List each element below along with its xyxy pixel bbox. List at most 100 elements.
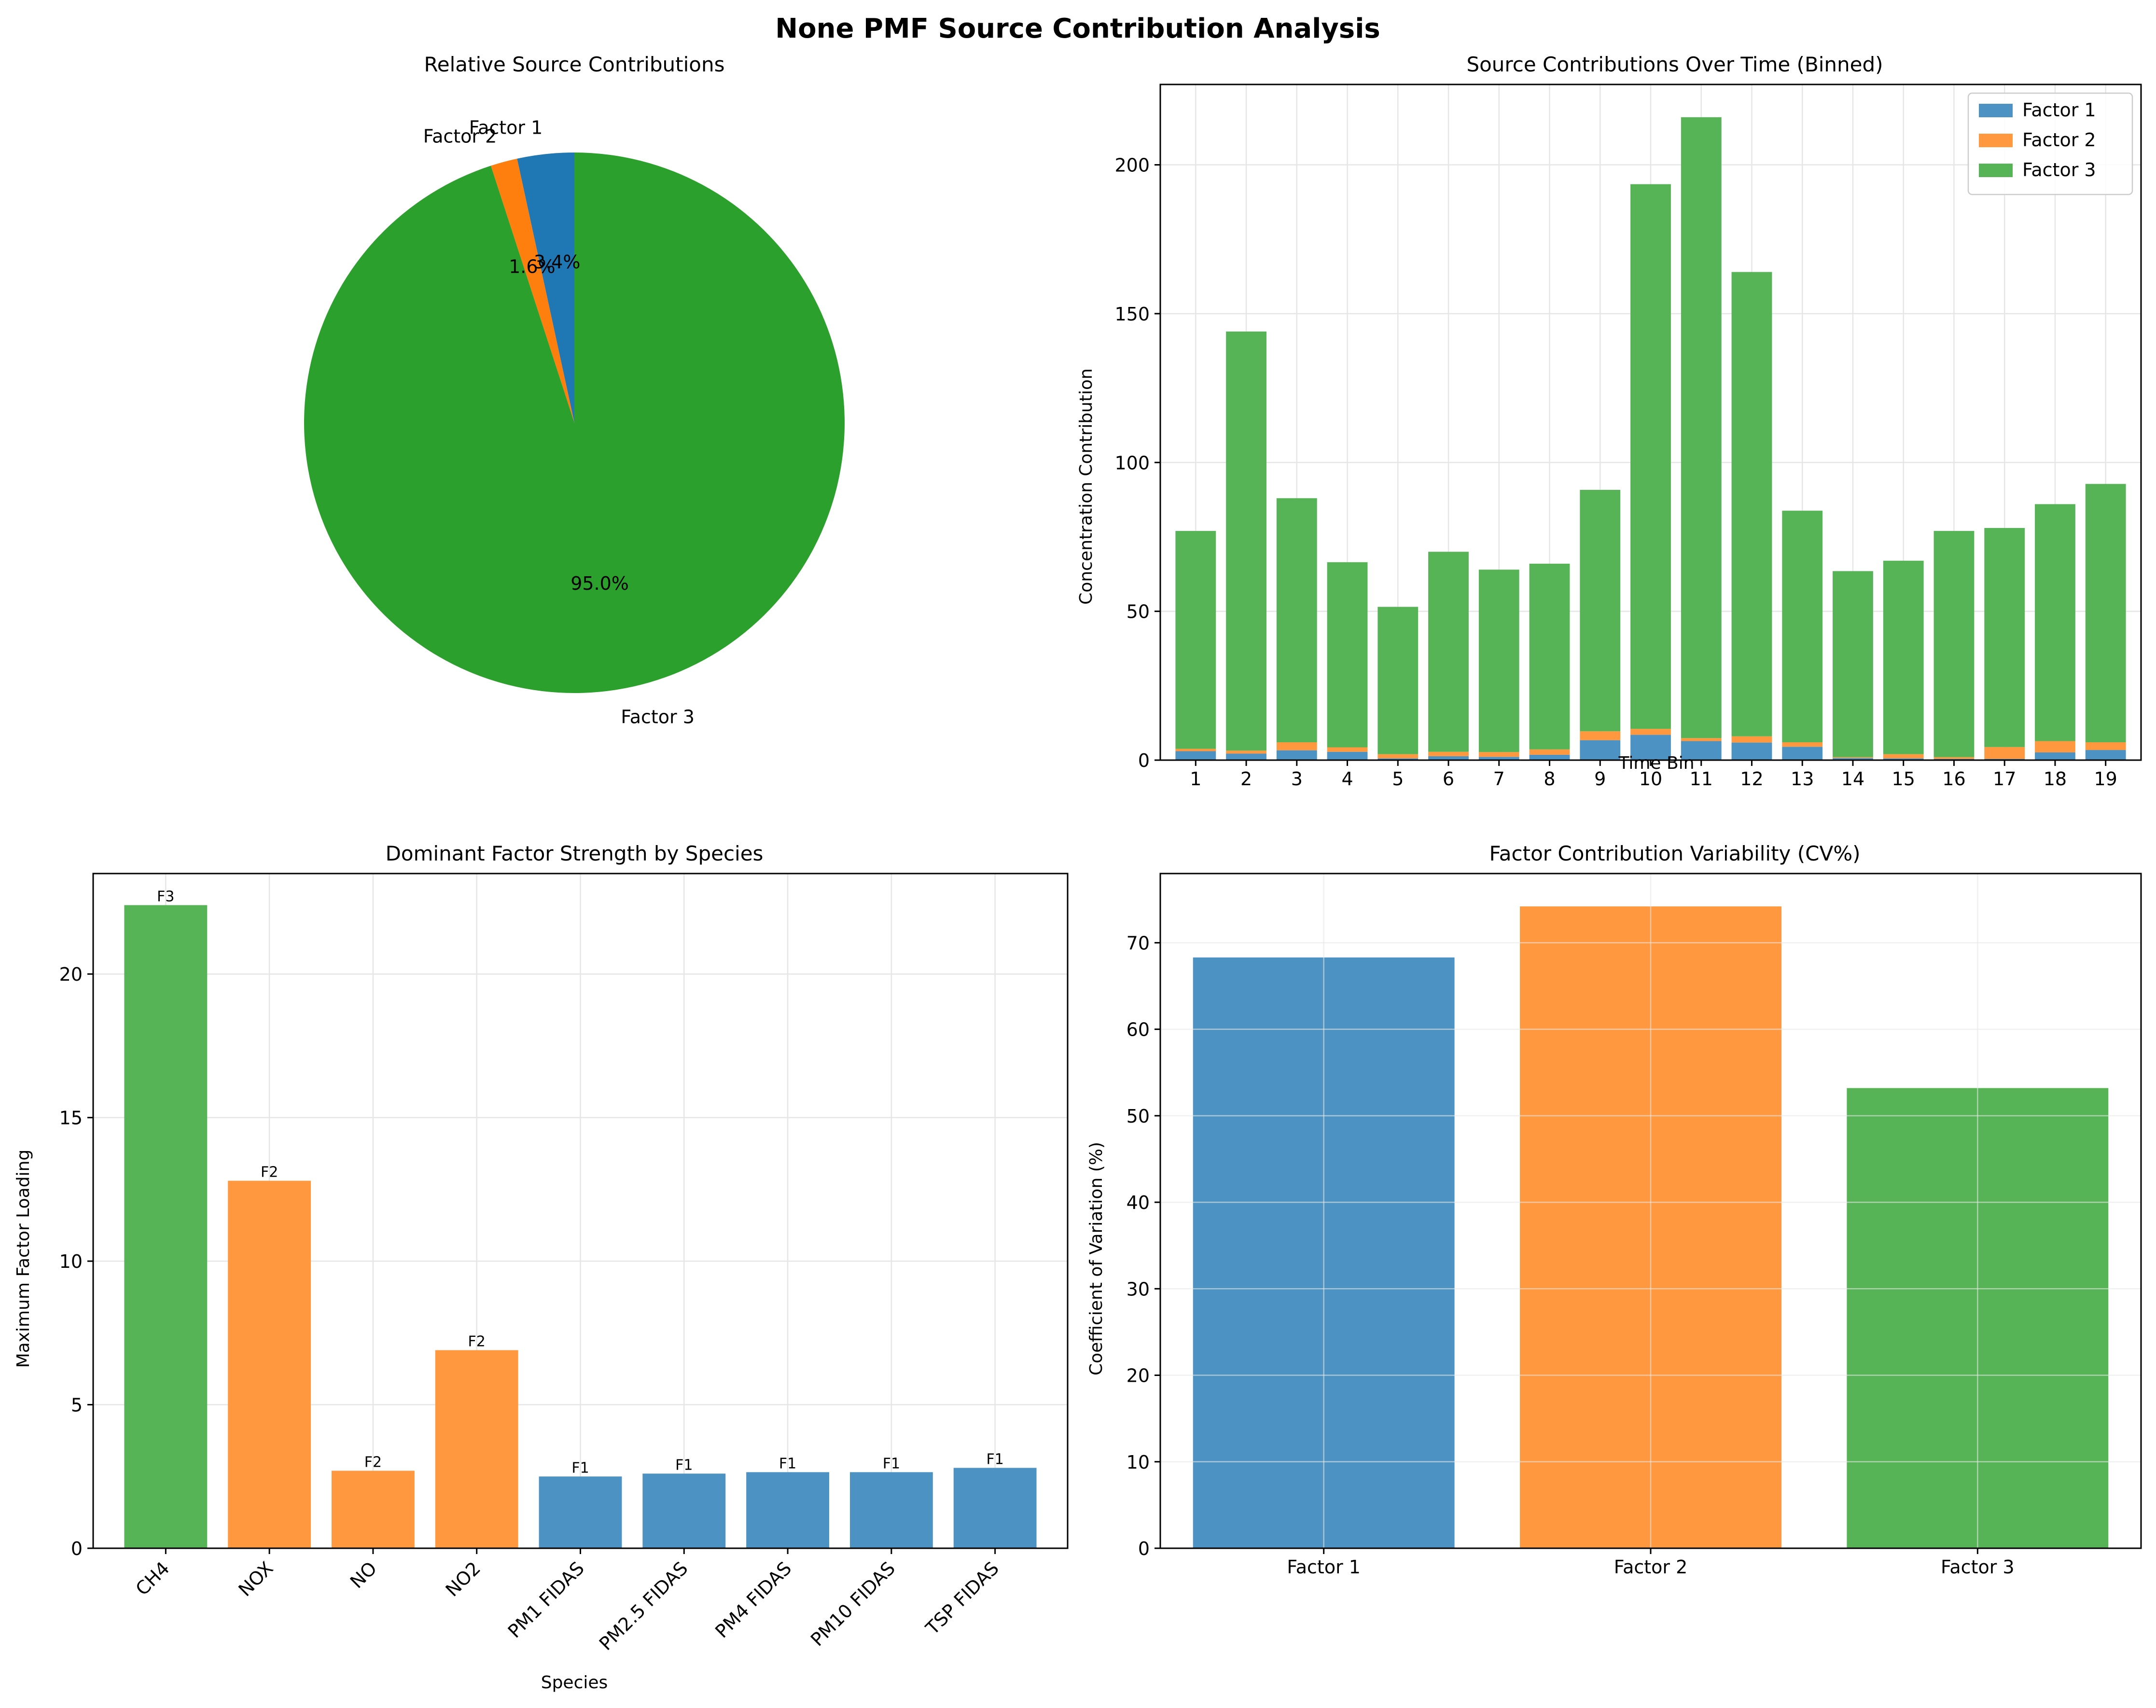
stacked-xtick-label: 10 [1639, 768, 1662, 790]
cv-title: Factor Contribution Variability (CV%) [1489, 842, 1860, 865]
stacked-bar-bin-19-factor-3 [2085, 484, 2126, 742]
legend-swatch-factor-2 [1979, 134, 2013, 147]
species-xtick-label: CH4 [132, 1557, 174, 1599]
cv-ylabel: Coefficient of Variation (%) [1086, 1142, 1106, 1375]
stacked-bar-bin-1-factor-2 [1175, 749, 1216, 751]
species-xtick-label: PM4 FIDAS [711, 1557, 795, 1642]
stacked-bar-bin-15-factor-1 [1883, 758, 1924, 760]
species-title: Dominant Factor Strength by Species [386, 842, 764, 865]
stacked-xtick-label: 2 [1240, 768, 1252, 790]
stacked-xtick-label: 11 [1690, 768, 1713, 790]
stacked-xtick-label: 7 [1493, 768, 1505, 790]
species-xtick-label: PM1 FIDAS [504, 1557, 588, 1642]
stacked-bar-bin-17-factor-3 [1984, 528, 2025, 747]
stacked-bar-bin-9-factor-2 [1580, 731, 1621, 740]
species-bar [228, 1180, 311, 1548]
species-xtick-label: NOX [234, 1557, 277, 1600]
stacked-bar-bin-3-factor-2 [1276, 742, 1317, 750]
stacked-ytick-label: 200 [1114, 155, 1150, 176]
stacked-bar-bin-10-factor-3 [1630, 184, 1671, 729]
figure-title: None PMF Source Contribution Analysis [775, 13, 1380, 44]
stacked-bar-bin-18-factor-3 [2035, 504, 2075, 741]
cv-ytick-label: 40 [1127, 1192, 1150, 1213]
stacked-bar-bin-12-factor-1 [1731, 742, 1772, 760]
stacked-bar-bin-13-factor-1 [1782, 747, 1823, 760]
stacked-xtick-label: 4 [1341, 768, 1353, 790]
pie-label-factor-3: Factor 3 [621, 706, 695, 727]
cv-ytick-label: 50 [1127, 1106, 1150, 1127]
pie-chart: Relative Source Contributions Factor 1 3.… [304, 53, 845, 727]
species-xtick-label: PM10 FIDAS [807, 1557, 899, 1650]
legend-label-factor-2: Factor 2 [2022, 129, 2096, 151]
species-bar [332, 1471, 415, 1548]
stacked-bar-bin-8-factor-1 [1529, 754, 1570, 760]
species-bar-label: F2 [468, 1333, 486, 1350]
stacked-xtick-label: 16 [1942, 768, 1965, 790]
legend-label-factor-1: Factor 1 [2022, 99, 2096, 121]
species-bar-label: F1 [779, 1455, 796, 1472]
stacked-bar-bin-14-factor-2 [1833, 757, 1873, 758]
species-bar-label: F1 [986, 1451, 1003, 1468]
cv-ytick-label: 30 [1127, 1278, 1150, 1300]
stacked-bar-bin-2-factor-1 [1226, 753, 1266, 760]
pie-pct-factor-1: 3.4% [534, 251, 581, 273]
stacked-bar-bin-8-factor-3 [1529, 563, 1570, 750]
species-ytick-label: 0 [71, 1538, 83, 1559]
species-bar-label: F3 [157, 888, 174, 905]
cv-ytick-label: 70 [1127, 932, 1150, 954]
species-bar-label: F2 [261, 1164, 278, 1181]
stacked-xtick-label: 17 [1993, 768, 2016, 790]
stacked-xtick-label: 9 [1594, 768, 1606, 790]
cv-ytick-label: 60 [1127, 1019, 1150, 1041]
stacked-xtick-label: 6 [1443, 768, 1454, 790]
cv-xtick-label: Factor 2 [1614, 1556, 1688, 1578]
stacked-bar-bin-11-factor-2 [1681, 738, 1722, 741]
stacked-ytick-label: 150 [1114, 304, 1150, 325]
species-bar [849, 1472, 933, 1548]
stacked-bar-bin-9-factor-3 [1580, 490, 1621, 732]
species-bar-chart: Dominant Factor Strength by Species F3 F2… [14, 842, 1069, 1693]
stacked-bar-bin-18-factor-2 [2035, 741, 2075, 752]
cv-ytick-label: 10 [1127, 1452, 1150, 1473]
stacked-bar-bin-10-factor-1 [1630, 735, 1671, 760]
stacked-bar-bin-18-factor-1 [2035, 752, 2075, 760]
stacked-bar-bin-15-factor-3 [1883, 560, 1924, 754]
pie-slice-factor-1 [517, 153, 574, 423]
species-bar [435, 1350, 518, 1548]
stacked-ytick-label: 100 [1114, 452, 1150, 473]
species-bar [953, 1468, 1037, 1548]
stacked-bar-bin-4-factor-2 [1327, 747, 1368, 752]
species-xlabel: Species [541, 1673, 608, 1693]
stacked-bar-bin-1-factor-1 [1175, 751, 1216, 760]
stacked-ytick-label: 50 [1127, 601, 1150, 623]
stacked-bar-bin-7-factor-3 [1478, 569, 1519, 752]
stacked-bar-bin-19-factor-1 [2085, 750, 2126, 760]
stacked-bar-bin-4-factor-1 [1327, 751, 1368, 760]
species-bar [642, 1473, 726, 1548]
pie-label-factor-1: Factor 1 [469, 117, 543, 139]
stacked-bar-bin-11-factor-1 [1681, 741, 1722, 760]
stacked-ytick-label: 0 [1138, 750, 1150, 771]
pie-slices [304, 153, 845, 693]
stacked-xtick-label: 14 [1841, 768, 1864, 790]
stacked-xtick-label: 3 [1291, 768, 1303, 790]
stacked-ylabel: Concentration Contribution [1076, 368, 1096, 605]
stacked-bar-bin-3-factor-1 [1276, 750, 1317, 760]
stacked-bar-bin-14-factor-1 [1833, 758, 1873, 760]
legend-swatch-factor-3 [1979, 164, 2013, 177]
cv-xtick-label: Factor 3 [1941, 1556, 2015, 1578]
pie-title: Relative Source Contributions [424, 53, 725, 76]
stacked-legend: Factor 1 Factor 2 Factor 3 [1967, 92, 2133, 195]
pie-labels: Factor 1 3.4% Factor 2 1.6% Factor 3 95.0% [423, 117, 695, 728]
stacked-bar-bin-14-factor-3 [1833, 571, 1873, 757]
species-bar-label: F1 [571, 1459, 589, 1476]
cv-axes: 0 10 20 30 40 50 60 70 Factor 1 Factor 2 Factor 3 [1127, 873, 2142, 1578]
stacked-bar-chart: Source Contributions Over Time (Binned) … [1076, 53, 2142, 790]
species-ytick-label: 20 [59, 964, 83, 985]
stacked-xlabel: Time Bin [1618, 753, 1694, 773]
stacked-xtick-label: 5 [1392, 768, 1404, 790]
stacked-bar-bin-11-factor-3 [1681, 117, 1722, 738]
species-ytick-label: 10 [59, 1251, 83, 1272]
stacked-bar-bin-5-factor-1 [1377, 758, 1419, 760]
